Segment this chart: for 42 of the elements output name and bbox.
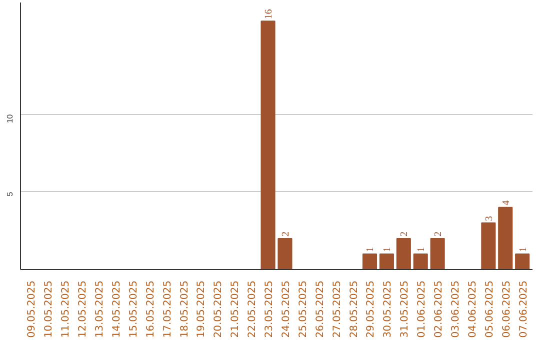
x-tick-label: 15.05.2025: [128, 280, 140, 338]
data-label: 1: [518, 246, 529, 252]
data-label: 1: [382, 246, 394, 252]
data-label: 3: [484, 216, 495, 221]
x-tick-label: 24.05.2025: [280, 280, 292, 338]
x-tick-label: 14.05.2025: [111, 280, 122, 338]
x-tick-label: 30.05.2025: [382, 280, 394, 338]
x-tick-label: 11.05.2025: [60, 280, 72, 338]
x-tick-label: 26.05.2025: [314, 280, 326, 338]
x-tick-label: 03.06.2025: [450, 280, 462, 338]
x-tick-label: 21.05.2025: [230, 280, 242, 338]
x-tick-label: 13.05.2025: [94, 280, 106, 338]
x-tick-label: 18.05.2025: [179, 280, 190, 338]
x-tick-label: 29.05.2025: [366, 280, 377, 338]
x-tick-label: 06.06.2025: [501, 280, 512, 338]
x-tick-label: 27.05.2025: [332, 280, 343, 338]
y-tick-label: 5: [6, 191, 14, 196]
x-tick-label: 25.05.2025: [298, 280, 309, 338]
x-tick-label: 05.06.2025: [484, 280, 496, 338]
x-tick-label: 23.05.2025: [264, 280, 276, 338]
x-tick-label: 04.06.2025: [467, 280, 478, 338]
data-label: 2: [399, 231, 410, 236]
data-label: 2: [433, 231, 444, 236]
x-tick-label: 02.06.2025: [434, 280, 445, 338]
data-label: 2: [280, 231, 292, 236]
x-tick-label: 17.05.2025: [162, 280, 174, 338]
data-label: 4: [500, 200, 512, 206]
x-tick-label: 19.05.2025: [196, 280, 208, 338]
x-tick-label: 22.05.2025: [247, 280, 258, 338]
x-tick-label: 10.05.2025: [44, 280, 55, 338]
x-tick-label: 07.06.2025: [518, 280, 530, 338]
data-label: 16: [264, 9, 275, 20]
x-tick-label: 16.05.2025: [145, 280, 156, 338]
x-tick-label: 12.05.2025: [78, 280, 89, 338]
x-tick-label: 09.05.2025: [26, 280, 38, 338]
y-tick-label: 10: [6, 114, 14, 124]
x-tick-label: 20.05.2025: [213, 280, 224, 338]
x-tick-label: 01.06.2025: [416, 280, 428, 338]
x-tick-label: 31.05.2025: [400, 280, 411, 338]
data-label: 1: [416, 246, 428, 252]
x-tick-label: 28.05.2025: [348, 280, 360, 338]
data-label: 1: [365, 246, 376, 252]
